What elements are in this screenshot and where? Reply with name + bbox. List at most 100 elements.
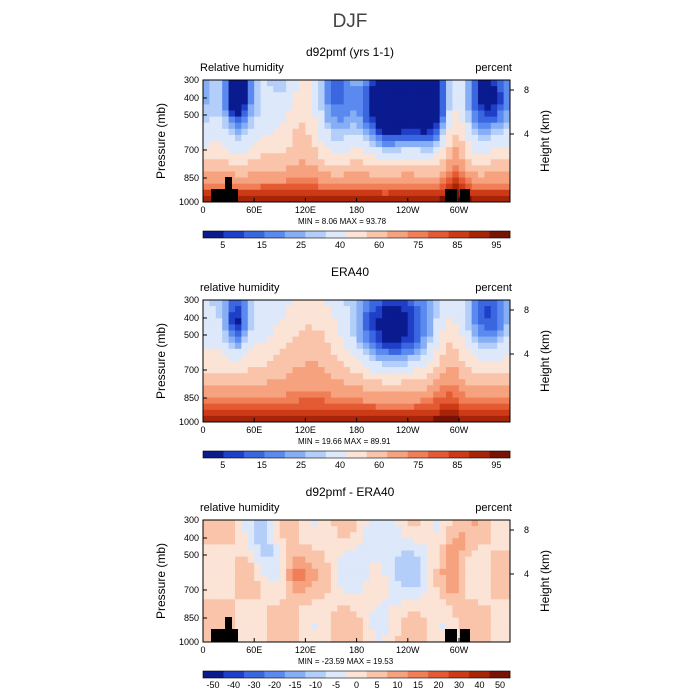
field-cell [215,623,223,631]
colorbar-swatch [243,671,265,678]
field-cell [407,153,415,160]
field-cell [298,403,306,411]
field-cell [292,300,300,307]
field-cell [369,312,377,319]
field-cell [209,379,217,386]
field-cell [343,116,351,124]
field-cell [228,562,236,570]
field-cell [465,526,473,533]
field-cell [311,556,319,564]
field-cell [433,324,441,331]
field-cell [458,617,466,625]
field-cell [369,520,377,527]
field-cell [286,116,293,124]
field-cell [324,80,332,87]
field-cell [241,324,249,331]
field-cell [305,379,313,386]
field-cell [254,177,261,185]
field-cell [369,623,377,631]
field-cell [433,86,441,93]
field-cell [222,342,229,350]
colorbar-tick-label: 60 [374,240,384,250]
field-cell [337,98,345,105]
colorbar [202,450,511,459]
field-cell [375,599,383,606]
field-cell [273,128,281,136]
field-cell [394,306,402,313]
field-cell [401,593,409,600]
field-cell [433,587,441,594]
field-cell [439,153,447,160]
field-cell [209,397,217,405]
field-cell [286,574,293,582]
field-cell [203,581,210,588]
field-cell [446,116,453,124]
field-cell [209,623,217,631]
field-cell [446,367,453,374]
field-cell [503,409,511,417]
field-cell [433,165,441,172]
field-cell [286,635,293,643]
field-cell [305,562,313,570]
field-cell [478,538,485,545]
field-cell [292,318,300,325]
field-cell [375,153,383,160]
field-cell [279,336,287,344]
colorbar-swatch [305,231,327,238]
field-cell [407,134,415,142]
field-cell [298,623,306,631]
field-cell [503,373,511,380]
field-cell [484,147,492,154]
field-cell [203,171,210,178]
field-cell [203,306,210,313]
field-cell [260,593,268,600]
field-cell [318,556,325,564]
field-cell [465,550,473,557]
field-cell [401,587,409,594]
field-cell [330,587,338,594]
field-cell [209,128,217,136]
x-tick-label: 60E [246,645,262,655]
y2-tick-label: 4 [524,129,529,139]
field-cell [260,532,268,539]
field-cell [254,538,261,545]
field-cell [394,520,402,527]
field-cell [478,342,485,350]
field-cell [356,153,364,160]
field-cell [458,147,466,154]
field-cell [478,526,485,533]
field-cell [426,153,434,160]
field-cell [286,104,293,111]
field-cell [356,385,364,392]
field-cell [215,312,223,319]
field-cell [490,379,498,386]
field-cell [478,354,485,362]
field-cell [228,361,236,368]
field-cell [478,550,485,557]
field-cell [490,361,498,368]
field-cell [401,141,409,148]
field-cell [388,141,396,148]
field-cell [452,147,460,154]
colorbar-swatch [366,671,388,678]
field-cell [279,165,287,172]
field-cell [452,165,460,172]
field-cell [375,336,383,344]
field-cell [369,104,377,111]
field-cell [382,348,389,356]
field-cell [497,568,505,576]
field-cell [350,104,357,111]
field-cell [330,562,338,570]
field-cell [305,324,313,331]
field-cell [401,367,409,374]
field-cell [362,538,370,545]
field-cell [234,153,242,160]
field-cell [414,318,421,325]
field-cell [234,116,242,124]
field-cell [234,306,242,313]
field-cell [330,385,338,392]
field-cell [369,581,377,588]
field-cells [203,520,511,643]
field-cell [452,599,460,606]
